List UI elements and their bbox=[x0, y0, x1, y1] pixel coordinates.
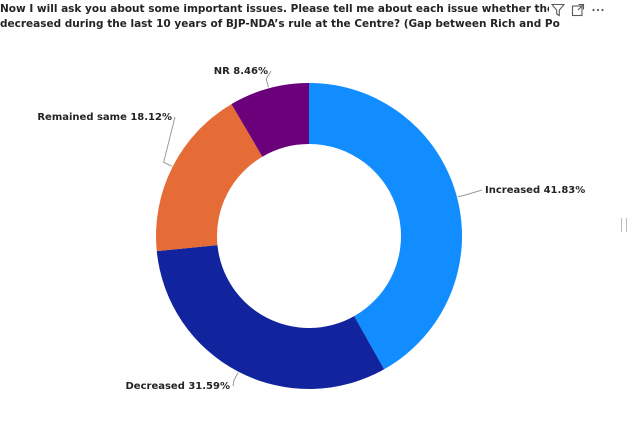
chart-title-line-2: decreased during the last 10 years of BJ… bbox=[0, 18, 560, 30]
donut-slice-decreased[interactable] bbox=[156, 245, 385, 389]
donut-slice-remained-same[interactable] bbox=[156, 104, 263, 252]
data-label-nr: NR 8.46% bbox=[214, 66, 268, 77]
more-options-icon[interactable] bbox=[591, 3, 605, 17]
data-label-increased: Increased 41.83% bbox=[485, 185, 585, 196]
visual-header-toolbar bbox=[549, 2, 607, 18]
filter-icon[interactable] bbox=[551, 3, 565, 17]
data-label-remained-same: Remained same 18.12% bbox=[37, 112, 172, 123]
donut-slice-nr[interactable] bbox=[231, 83, 309, 157]
leader-line-decreased bbox=[232, 372, 239, 387]
leader-line-increased bbox=[457, 189, 483, 198]
focus-mode-icon[interactable] bbox=[571, 3, 585, 17]
data-label-decreased: Decreased 31.59% bbox=[126, 381, 231, 392]
chart-title-line-1: Now I will ask you about some important … bbox=[0, 3, 560, 15]
leader-line-remained-same bbox=[163, 116, 176, 167]
chart-title: Now I will ask you about some important … bbox=[0, 2, 560, 32]
resize-handle[interactable] bbox=[621, 218, 627, 232]
leader-line-nr bbox=[265, 70, 272, 88]
donut-slice-increased[interactable] bbox=[309, 83, 462, 370]
